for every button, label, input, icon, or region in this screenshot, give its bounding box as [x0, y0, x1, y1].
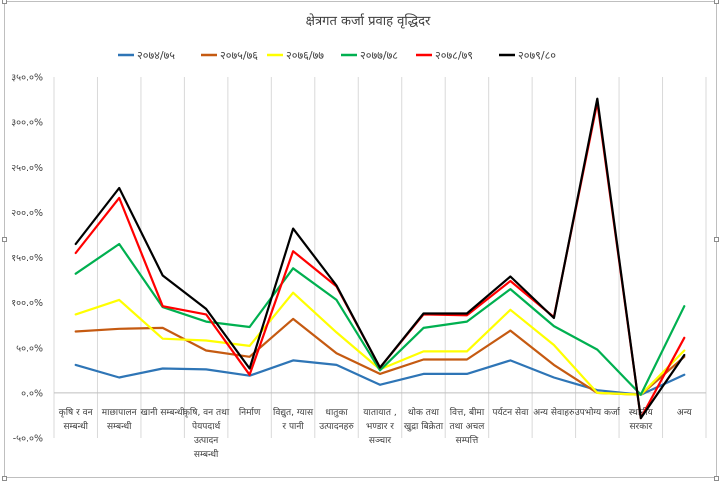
- y-tick-label: १५०.०%: [11, 253, 43, 264]
- x-category-label-line: कृषि, वन तथा: [183, 406, 230, 418]
- x-category-label-line: विद्युत, ग्यास: [273, 406, 314, 418]
- y-tick-label: ३००.०%: [11, 118, 43, 129]
- resize-handle-top-left[interactable]: [2, 0, 7, 4]
- x-category-label-line: भण्डार र: [366, 422, 394, 432]
- series-line: [74, 317, 686, 396]
- x-category-label: उपभोग्य कर्जा: [575, 406, 621, 418]
- x-category-label-line: वित्त, बीमा: [450, 406, 485, 418]
- y-tick-label: ५०.०%: [16, 343, 43, 354]
- x-category-label: अन्य सेवाहरु: [533, 406, 575, 418]
- x-category-label: कृषि, वन तथा पेयपदार्थ उत्पादन सम्बन्धी: [183, 406, 230, 460]
- x-category-label-line: तथा अचल: [450, 422, 486, 432]
- resize-handle-left[interactable]: [2, 237, 7, 242]
- x-category-label-line: अन्य सेवाहरु: [533, 406, 575, 418]
- legend-label: २०७६/७७: [286, 49, 324, 62]
- y-tick-label: १००.०%: [11, 298, 43, 309]
- x-category-label-line: सञ्चार: [369, 436, 392, 446]
- legend-label: २०७८/७९: [435, 49, 473, 62]
- x-category-label-line: उपभोग्य कर्जा: [575, 406, 621, 418]
- x-category-label-line: र पानी: [282, 420, 304, 432]
- y-tick-label: -५०.०%: [13, 434, 43, 445]
- x-category-label-line: उत्पादनहरु: [319, 422, 354, 432]
- x-category-label-line: सरकार: [629, 422, 652, 432]
- x-category-label-line: थोक तथा: [408, 406, 440, 418]
- x-category-label: खानी सम्बन्धी: [140, 406, 185, 418]
- x-category-label-line: पेयपदार्थ: [192, 420, 221, 432]
- x-category-label: यातायात , भण्डार र सञ्चार: [363, 408, 396, 446]
- x-category-label: धातुका उत्पादनहरु: [319, 408, 354, 432]
- x-category-label: पर्यटन सेवा: [492, 406, 529, 418]
- series-line: [74, 97, 686, 420]
- x-category-label-line: निर्माण: [239, 406, 261, 418]
- x-category-label-line: यातायात ,: [363, 408, 396, 418]
- x-category-label-line: धातुका: [325, 408, 348, 418]
- x-category-label-line: खानी सम्बन्धी: [140, 406, 185, 418]
- y-axis: -५०.०% ०.०% ५०.०% १००.०% १५०.०% २००.०% २५०.०% ३…: [11, 73, 43, 445]
- x-category-label: विद्युत, ग्यास र पानी: [273, 406, 314, 432]
- series-lines: [74, 97, 686, 420]
- legend-label: २०७७/७८: [360, 49, 398, 62]
- x-category-label-line: पर्यटन सेवा: [492, 406, 529, 418]
- chart-title: क्षेत्रगत कर्जा प्रवाह वृद्धिदर: [306, 13, 431, 29]
- x-category-label-line: सम्बन्धी: [107, 420, 132, 432]
- x-category-label-line: सम्पत्ति: [456, 434, 479, 446]
- resize-handle-bottom-left[interactable]: [2, 476, 7, 481]
- resize-handle-right[interactable]: [714, 237, 719, 242]
- resize-handle-bottom-right[interactable]: [714, 476, 719, 481]
- y-tick-label: २००.०%: [11, 208, 43, 219]
- x-category-label-line: खुद्रा बिक्रेता: [404, 420, 444, 432]
- legend-label: २०७४/७५: [137, 49, 175, 62]
- x-category-label: माछापालन सम्बन्धी: [102, 408, 138, 432]
- x-category-label-line: सम्बन्धी: [63, 420, 88, 432]
- legend-label: २०७९/८०: [518, 49, 556, 62]
- series-line: [74, 242, 686, 396]
- legend-label: २०७५/७६: [220, 49, 258, 62]
- x-category-label: निर्माण: [239, 406, 261, 418]
- x-category-label: थोक तथा खुद्रा बिक्रेता: [404, 406, 444, 432]
- x-category-label-line: अन्य: [677, 408, 693, 418]
- y-tick-label: ०.०%: [21, 388, 43, 399]
- x-category-label-line: कृषि र वन: [59, 406, 94, 418]
- resize-handle-top-right[interactable]: [714, 0, 719, 4]
- x-category-label: कृषि र वन सम्बन्धी: [59, 406, 94, 432]
- x-category-label: वित्त, बीमा तथा अचल सम्पत्ति: [450, 406, 486, 446]
- chart-legend: २०७४/७५ २०७५/७६ २०७६/७७ २०७७/७८ २०७८/७९ २०७९/…: [118, 49, 556, 62]
- y-tick-label: २५०.०%: [11, 163, 43, 174]
- x-category-label: अन्य: [677, 408, 693, 418]
- x-category-label-line: सम्बन्धी: [194, 448, 219, 460]
- chart-frame[interactable]: [4, 1, 717, 478]
- x-category-label-line: उत्पादन: [194, 436, 219, 446]
- x-axis: कृषि र वन सम्बन्धी माछापालन सम्बन्धी खानी सम…: [59, 406, 693, 460]
- series-line: [74, 359, 686, 396]
- x-category-label-line: माछापालन: [102, 408, 138, 418]
- y-tick-label: ३५०.०%: [11, 73, 43, 84]
